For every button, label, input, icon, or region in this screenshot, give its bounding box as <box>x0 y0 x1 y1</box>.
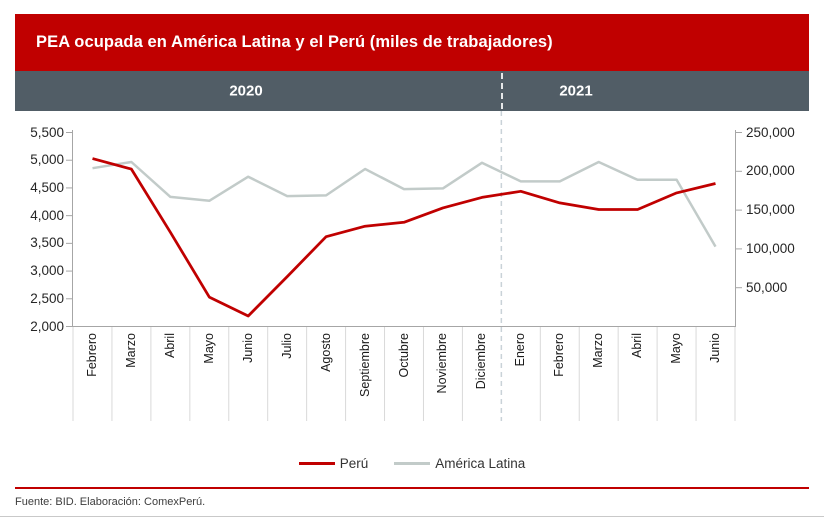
legend: Perú América Latina <box>0 452 824 474</box>
x-axis-label-mayo-2020: Mayo <box>201 333 216 364</box>
x-axis-label-mayo-2021: Mayo <box>669 333 684 364</box>
right-axis-tick-label: 100,000 <box>746 240 795 256</box>
x-axis-label-marzo-2021: Marzo <box>591 333 606 368</box>
legend-label-america-latina: América Latina <box>435 455 526 471</box>
x-axis-label-febrero-2021: Febrero <box>552 333 567 377</box>
left-axis-tick-label: 4,000 <box>30 207 64 223</box>
x-axis-label-octubre-2020: Octubre <box>396 333 411 378</box>
x-axis-label-marzo-2020: Marzo <box>123 333 138 368</box>
x-axis-label-diciembre-2020: Diciembre <box>474 333 489 390</box>
x-axis-label-enero-2021: Enero <box>513 333 528 367</box>
peru-line-swatch <box>298 461 335 465</box>
america-latina-line <box>92 160 717 248</box>
year-label-2020: 2020 <box>229 82 263 100</box>
legend-item-america-latina: América Latina <box>394 456 525 471</box>
left-axis-tick-label: 4,500 <box>30 179 64 195</box>
x-axis-label-febrero-2020: Febrero <box>84 333 99 377</box>
x-axis-label-junio-2020: Junio <box>240 333 255 363</box>
footer-rule <box>15 487 809 489</box>
chart-title: PEA ocupada en América Latina y el Perú … <box>36 33 553 51</box>
america-latina-line-swatch <box>394 461 431 465</box>
left-axis-tick-label: 5,500 <box>30 124 64 140</box>
year-label-2021: 2021 <box>559 82 593 100</box>
right-axis-tick-label: 50,000 <box>746 279 788 295</box>
left-axis-tick-label: 5,000 <box>30 152 64 168</box>
x-axis-label-noviembre-2020: Noviembre <box>435 333 450 394</box>
peru-line <box>92 157 716 318</box>
year-band: 2020 2021 <box>15 71 809 111</box>
legend-label-peru: Perú <box>339 455 369 471</box>
right-axis-tick-label: 200,000 <box>746 163 795 179</box>
x-axis-label-agosto-2020: Agosto <box>318 333 333 372</box>
right-axis-tick-label: 250,000 <box>746 124 795 140</box>
x-axis-label-abril-2021: Abril <box>630 333 645 359</box>
chart-title-banner: PEA ocupada en América Latina y el Perú … <box>15 14 809 71</box>
x-axis-label-junio-2021: Junio <box>708 333 723 363</box>
left-axis-tick-label: 2,500 <box>30 290 64 306</box>
year-divider-dashed-line <box>501 73 503 109</box>
x-axis-label-septiembre-2020: Septiembre <box>357 333 372 397</box>
left-axis-tick-label: 2,000 <box>30 318 64 334</box>
x-axis-label-abril-2020: Abril <box>162 333 177 359</box>
legend-item-peru: Perú <box>298 455 369 471</box>
x-axis-label-julio-2020: Julio <box>279 333 294 359</box>
right-axis-tick-label: 150,000 <box>746 202 795 218</box>
left-axis-tick-label: 3,500 <box>30 235 64 251</box>
left-axis-tick-label: 3,000 <box>30 263 64 279</box>
source-note: Fuente: BID. Elaboración: ComexPerú. <box>15 496 206 508</box>
